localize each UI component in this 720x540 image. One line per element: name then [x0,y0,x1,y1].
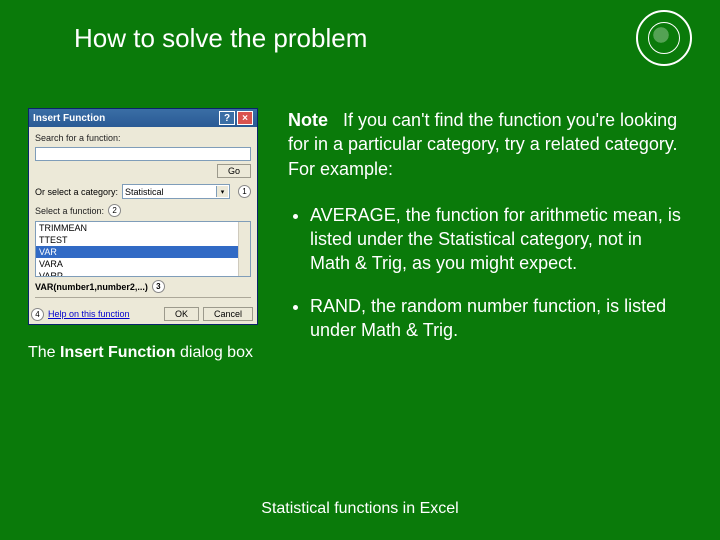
search-label: Search for a function: [35,133,251,143]
function-signature: VAR(number1,number2,...) 3 [35,280,251,293]
dialog-caption: The Insert Function dialog box [28,343,264,363]
bullet-list: AVERAGE, the function for arithmetic mea… [288,203,686,342]
chevron-down-icon[interactable]: ▾ [216,186,228,197]
help-icon[interactable]: ? [219,111,235,125]
scrollbar[interactable] [238,222,250,276]
divider [35,297,251,298]
left-column: Insert Function ? × Search for a functio… [28,108,264,363]
slide-content: Insert Function ? × Search for a functio… [0,76,720,363]
window-buttons: ? × [219,111,253,125]
callout-3: 3 [152,280,165,293]
select-function-label: Select a function: [35,206,104,216]
close-icon[interactable]: × [237,111,253,125]
list-item[interactable]: VARP [36,270,250,277]
institute-seal-logo [636,10,692,66]
callout-4: 4 [31,308,44,321]
category-label: Or select a category: [35,187,118,197]
category-value: Statistical [125,187,164,197]
list-item[interactable]: VAR [36,246,250,258]
list-item: RAND, the random number function, is lis… [310,294,686,343]
dialog-title: Insert Function [33,113,105,124]
category-select[interactable]: Statistical ▾ [122,184,230,199]
ok-button[interactable]: OK [164,307,199,321]
insert-function-dialog: Insert Function ? × Search for a functio… [28,108,258,325]
list-item: AVERAGE, the function for arithmetic mea… [310,203,686,276]
cancel-button[interactable]: Cancel [203,307,253,321]
note-label: Note [288,110,328,130]
function-list[interactable]: TRIMMEAN TTEST VAR VARA VARP [35,221,251,277]
callout-1: 1 [238,185,251,198]
list-item[interactable]: VARA [36,258,250,270]
dialog-footer: 4 Help on this function OK Cancel [29,304,257,324]
note-paragraph: Note If you can't find the function you'… [288,108,686,181]
go-button[interactable]: Go [217,164,251,178]
right-column: Note If you can't find the function you'… [288,108,692,360]
help-link[interactable]: Help on this function [48,309,130,319]
slide-header: How to solve the problem [0,0,720,76]
callout-2: 2 [108,204,121,217]
slide-title: How to solve the problem [74,23,367,54]
list-item[interactable]: TTEST [36,234,250,246]
list-item[interactable]: TRIMMEAN [36,222,250,234]
search-input[interactable] [35,147,251,161]
slide-footer: Statistical functions in Excel [0,500,720,518]
dialog-titlebar[interactable]: Insert Function ? × [29,109,257,127]
dialog-body: Search for a function: Go Or select a ca… [29,127,257,304]
note-text: If you can't find the function you're lo… [288,110,678,179]
